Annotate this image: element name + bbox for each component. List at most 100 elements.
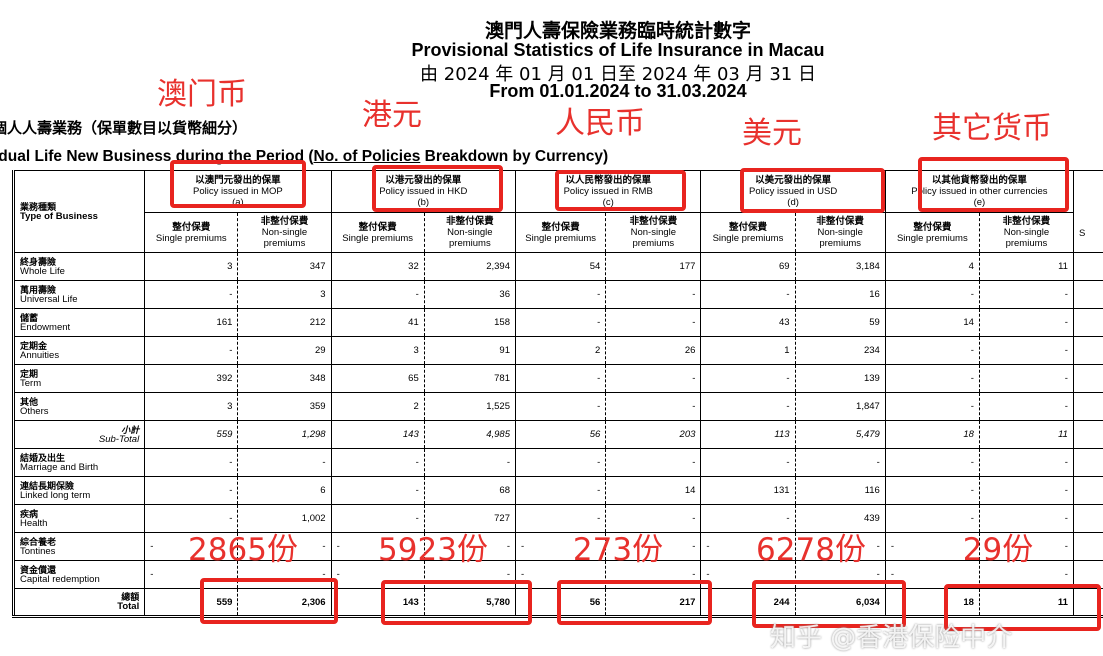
non-single-cell: - <box>237 448 332 477</box>
non-single-cell: 348 <box>237 364 332 393</box>
currency-en: Policy issued in RMB <box>563 186 653 197</box>
non-single-cell: 139 <box>794 364 886 393</box>
single-cell: 14 <box>884 308 980 337</box>
row-label-zh: 定期金 <box>20 340 48 351</box>
partial-column-label: S <box>1078 228 1086 239</box>
currency-zh: 以人民幣發出的保單 <box>565 175 651 186</box>
single-cell: - <box>514 280 607 309</box>
non-single-cell: 11 <box>978 252 1074 281</box>
row-label: 儲蓄 Endowment <box>12 308 146 337</box>
non-single-cell: 359 <box>237 392 332 421</box>
non-single-cell: 1,847 <box>794 392 886 421</box>
single-cell: 2 <box>330 392 425 421</box>
non-single-cell: 6,034 <box>794 588 886 618</box>
single-cell: 56 <box>514 420 607 449</box>
non-single-cell: - <box>794 532 886 561</box>
non-single-cell: 177 <box>605 252 702 281</box>
total-highlight-box <box>557 580 712 625</box>
single-cell: - <box>144 476 239 505</box>
row-label: 萬用壽險 Universal Life <box>12 280 146 309</box>
total-annotation: 273份 <box>572 532 664 568</box>
single-cell: - <box>330 476 425 505</box>
single-cell: - <box>144 448 239 477</box>
partial-cell <box>1072 476 1103 505</box>
single-cell: - <box>330 280 425 309</box>
single-cell: - <box>700 280 796 309</box>
row-label-zh: 疾病 <box>20 508 39 519</box>
currency-annotation: 澳门币 <box>157 77 247 112</box>
currency-en: Policy issued in USD <box>749 186 838 197</box>
single-cell: - <box>514 476 607 505</box>
non-single-cell: 14 <box>605 476 702 505</box>
partial-cell <box>1072 364 1103 393</box>
single-cell: 2 <box>514 336 607 365</box>
non-single-cell: 2,306 <box>237 588 332 618</box>
non-single-cell: - <box>794 560 886 589</box>
non-single-cell: 217 <box>605 588 702 618</box>
row-label-zh: 儲蓄 <box>20 312 39 323</box>
row-label: 定期 Term <box>12 364 146 393</box>
non-single-cell: - <box>605 532 702 561</box>
single-cell: 143 <box>330 420 425 449</box>
section-title-zh: 個人人壽業務（保單數目以貨幣細分） <box>0 120 248 137</box>
currency-code: (e) <box>973 197 986 208</box>
single-cell: - <box>144 280 239 309</box>
non-single-cell: 11 <box>978 420 1074 449</box>
currency-annotation: 其它货币 <box>932 111 1052 146</box>
table-row: 萬用壽險 Universal Life -3-36- - -16- - <box>12 280 1103 309</box>
single-cell: - <box>884 448 980 477</box>
non-single-cell: 439 <box>794 504 886 533</box>
type-header-zh: 業務種類 <box>20 201 57 212</box>
section-title-underlined: No. of Policies <box>313 148 421 165</box>
non-single-cell: 234 <box>794 336 886 365</box>
nonsingle-zh: 非整付保費 <box>260 216 309 227</box>
single-cell: - <box>330 504 425 533</box>
partial-cell <box>1072 308 1103 337</box>
non-single-premium-header: 非整付保費 Non-single premiums <box>423 212 517 253</box>
single-cell: - <box>884 364 980 393</box>
single-cell: - <box>144 532 239 561</box>
table-row: 疾病 Health -1,002-727- - -439- - <box>12 504 1103 533</box>
non-single-cell: 59 <box>794 308 886 337</box>
row-label-zh: 結婚及出生 <box>20 452 66 463</box>
row-label-en: Sub-Total <box>98 433 140 445</box>
single-cell: 54 <box>514 252 607 281</box>
partial-cell <box>1072 504 1103 533</box>
non-single-premium-header: 非整付保費 Non-single premiums <box>794 212 886 253</box>
currency-en: Policy issued in HKD <box>379 186 468 197</box>
currency-en: Policy issued in MOP <box>193 186 283 197</box>
single-cell: 41 <box>330 308 425 337</box>
single-cell: 131 <box>700 476 796 505</box>
single-cell: - <box>700 448 796 477</box>
row-label: 小計 Sub-Total <box>12 420 146 449</box>
non-single-cell: - <box>605 308 702 337</box>
table-row: 定期金 Annuities -29 3 91 2 26 1 234- - <box>12 336 1103 365</box>
row-label-zh: 終身壽險 <box>20 256 57 267</box>
single-cell: - <box>330 532 425 561</box>
non-single-cell: 29 <box>237 336 332 365</box>
highlight-box <box>740 168 885 213</box>
single-cell: - <box>144 336 239 365</box>
partial-cell <box>1072 420 1103 449</box>
currency-annotation: 人民币 <box>555 106 645 141</box>
non-single-cell: 91 <box>423 336 517 365</box>
title-en: Provisional Statistics of Life Insurance… <box>411 40 825 60</box>
currency-zh: 以港元發出的保單 <box>385 175 462 186</box>
row-label-en: Marriage and Birth <box>20 461 99 473</box>
row-label-en: Universal Life <box>20 293 78 305</box>
non-single-cell: - <box>978 532 1074 561</box>
row-label-en: Whole Life <box>20 265 65 277</box>
non-single-cell: 5,479 <box>794 420 886 449</box>
non-single-cell: 68 <box>423 476 517 505</box>
table-row: 結婚及出生 Marriage and Birth - - - - - - - - - - <box>12 448 1103 477</box>
single-cell: - <box>144 504 239 533</box>
single-cell: - <box>700 504 796 533</box>
partial-cell <box>1072 336 1103 365</box>
row-label: 其他 Others <box>12 392 146 421</box>
non-single-cell: 16 <box>794 280 886 309</box>
non-single-cell: - <box>605 280 702 309</box>
single-cell: - <box>700 364 796 393</box>
row-label-zh: 連結長期保險 <box>20 480 75 491</box>
nonsingle-en: Non-single premiums <box>817 227 863 249</box>
non-single-premium-header: 非整付保費 Non-single premiums <box>237 212 332 253</box>
